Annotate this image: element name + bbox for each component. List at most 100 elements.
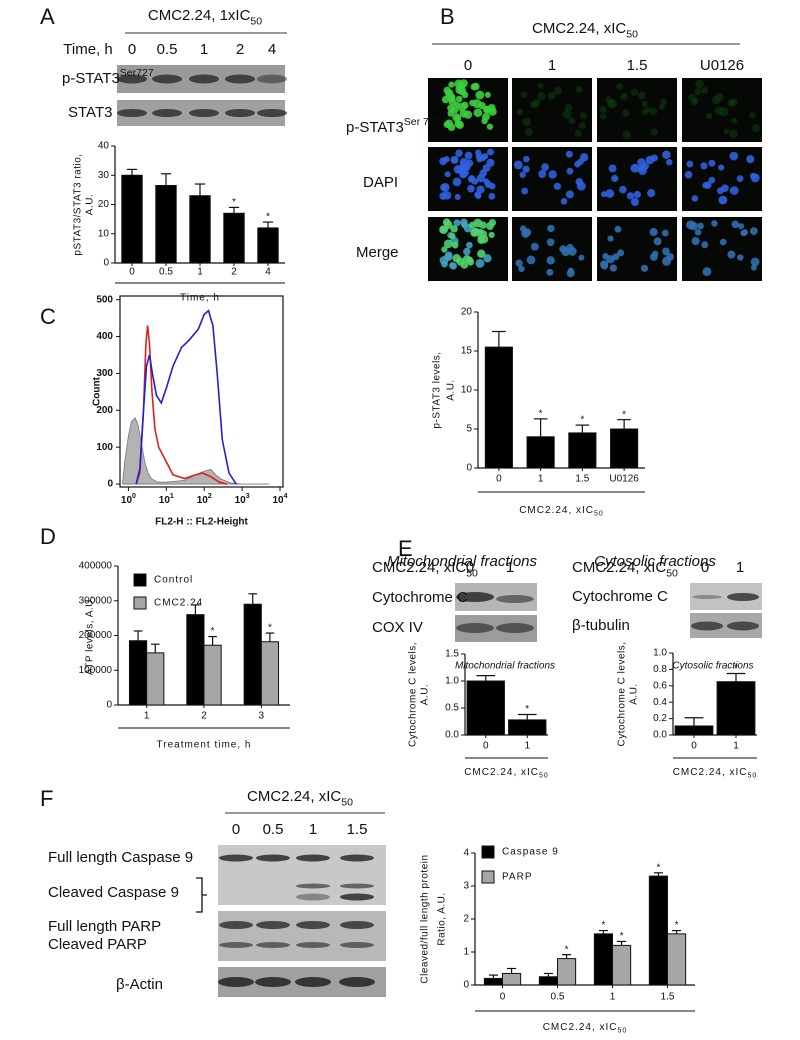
cell bbox=[440, 182, 450, 192]
cell bbox=[691, 236, 700, 246]
significance-mark: * bbox=[580, 415, 584, 426]
cell bbox=[455, 95, 463, 103]
text-part: CMC2.24, xIC bbox=[572, 559, 666, 576]
cell bbox=[515, 259, 523, 267]
cell bbox=[701, 86, 709, 94]
cell bbox=[565, 190, 574, 199]
blot-header: CMC2.24, 1xIC50 bbox=[148, 7, 262, 27]
cell bbox=[483, 254, 492, 263]
cell bbox=[513, 160, 523, 170]
band bbox=[692, 595, 722, 599]
lane-label: 0 bbox=[466, 559, 474, 576]
band bbox=[152, 74, 182, 84]
cell bbox=[548, 170, 557, 179]
y-tick-label: 1.5 bbox=[445, 649, 459, 660]
cell bbox=[731, 117, 738, 124]
bar bbox=[243, 603, 262, 706]
band bbox=[296, 921, 330, 929]
bar bbox=[260, 641, 280, 706]
cell bbox=[689, 221, 698, 231]
y-tick-label: 0 bbox=[463, 980, 469, 991]
y-tick-label: 0.4 bbox=[653, 697, 667, 708]
cell bbox=[630, 163, 640, 173]
cell bbox=[546, 268, 554, 276]
bar bbox=[203, 644, 222, 706]
cell bbox=[576, 181, 586, 191]
cell bbox=[465, 159, 474, 167]
text-part: 4 bbox=[284, 493, 288, 500]
cell bbox=[574, 129, 582, 137]
text-part: 50 bbox=[250, 15, 262, 27]
cell bbox=[488, 231, 495, 239]
cell bbox=[578, 122, 586, 130]
y-tick-label: 5 bbox=[466, 424, 472, 435]
cell bbox=[694, 228, 702, 236]
significance-mark: * bbox=[601, 920, 605, 931]
significance-mark: * bbox=[734, 663, 738, 674]
text-part: 50 bbox=[341, 796, 353, 808]
cell bbox=[715, 92, 724, 102]
cell bbox=[737, 223, 745, 230]
column-label: U0126 bbox=[700, 57, 744, 74]
cell bbox=[477, 236, 485, 244]
cell bbox=[650, 154, 658, 162]
y-tick-label: 0.2 bbox=[653, 713, 667, 724]
cell bbox=[575, 85, 583, 94]
band bbox=[295, 977, 331, 987]
x-tick-label: 104 bbox=[272, 493, 287, 506]
cell bbox=[559, 245, 567, 253]
significance-mark: * bbox=[656, 862, 660, 873]
band bbox=[225, 74, 255, 84]
y-tick-label: 0.0 bbox=[445, 730, 459, 741]
cell bbox=[568, 247, 577, 256]
cell bbox=[741, 229, 748, 236]
band bbox=[496, 623, 534, 633]
cell bbox=[729, 151, 739, 161]
row-label: Full length Caspase 9 bbox=[48, 849, 193, 866]
cell bbox=[452, 254, 461, 263]
lane-label: 0.5 bbox=[157, 41, 178, 58]
cell bbox=[622, 130, 631, 140]
cell bbox=[577, 158, 584, 166]
y-tick-label: 1.0 bbox=[653, 648, 667, 659]
bracket bbox=[196, 877, 207, 913]
bar bbox=[121, 174, 143, 264]
cell bbox=[562, 110, 572, 120]
row-label: β-Actin bbox=[116, 976, 163, 993]
bar bbox=[146, 652, 165, 706]
legend-swatch bbox=[481, 870, 495, 884]
band bbox=[296, 942, 330, 948]
cell bbox=[553, 86, 562, 95]
x-tick-label: 0 bbox=[691, 741, 697, 752]
x-axis-label: Treatment time, h bbox=[157, 740, 252, 751]
cell bbox=[616, 83, 624, 91]
text-part: 1 bbox=[170, 493, 174, 500]
cell bbox=[605, 96, 613, 104]
bar bbox=[667, 933, 687, 986]
y-tick-label: 10 bbox=[98, 228, 110, 239]
y-axis-label: ATP levels, A.U. bbox=[85, 596, 96, 675]
bar bbox=[674, 725, 714, 736]
cell bbox=[518, 265, 525, 272]
text-part: 3 bbox=[246, 493, 250, 500]
cell bbox=[746, 155, 755, 164]
text-part: CMC2.24, xIC bbox=[543, 1022, 618, 1033]
cell bbox=[702, 181, 709, 189]
band bbox=[340, 921, 374, 929]
cell bbox=[453, 219, 461, 227]
cell bbox=[466, 258, 475, 266]
cell bbox=[455, 149, 463, 158]
cell bbox=[443, 239, 453, 249]
x-tick-label: 103 bbox=[235, 493, 250, 506]
legend-label: Caspase 9 bbox=[502, 847, 559, 858]
cell bbox=[640, 264, 649, 273]
blot-bands bbox=[117, 74, 759, 987]
band bbox=[727, 621, 759, 631]
x-axis-label: FL2-H :: FL2-Height bbox=[155, 517, 248, 528]
cell bbox=[519, 171, 526, 178]
cell bbox=[711, 220, 718, 227]
y-axis-label: A.U. bbox=[629, 683, 640, 704]
band bbox=[219, 921, 253, 929]
text-part: 50 bbox=[539, 772, 549, 779]
cell bbox=[547, 92, 556, 100]
